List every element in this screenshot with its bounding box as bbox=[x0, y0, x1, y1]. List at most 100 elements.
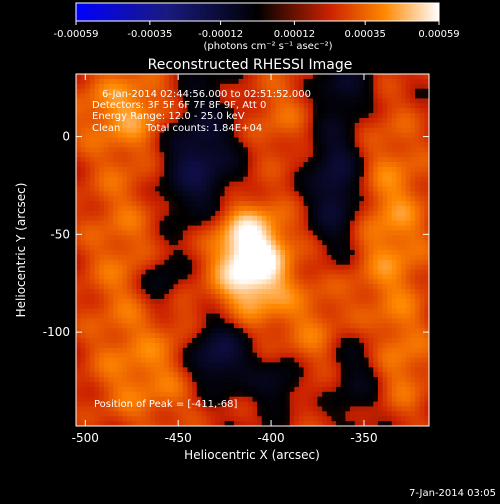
heatmap-cell bbox=[225, 338, 230, 344]
heatmap-cell bbox=[373, 89, 378, 95]
heatmap-cell bbox=[239, 240, 244, 246]
heatmap-cell bbox=[243, 397, 248, 403]
heatmap-cell bbox=[155, 177, 160, 183]
heatmap-cell bbox=[146, 172, 151, 178]
heatmap-cell bbox=[248, 338, 253, 344]
heatmap-cell bbox=[336, 343, 341, 349]
heatmap-cell bbox=[136, 377, 141, 383]
heatmap-cell bbox=[271, 142, 276, 148]
heatmap-cell bbox=[318, 221, 323, 227]
heatmap-cell bbox=[146, 255, 151, 261]
heatmap-cell bbox=[285, 118, 290, 124]
heatmap-cell bbox=[215, 304, 220, 310]
heatmap-cell bbox=[183, 250, 188, 256]
heatmap-cell bbox=[206, 211, 211, 217]
heatmap-cell bbox=[248, 240, 253, 246]
heatmap-cell bbox=[262, 323, 267, 329]
heatmap-cell bbox=[118, 142, 123, 148]
heatmap-cell bbox=[355, 226, 360, 232]
heatmap-cell bbox=[350, 186, 355, 192]
heatmap-cell bbox=[95, 157, 100, 163]
heatmap-cell bbox=[95, 138, 100, 144]
heatmap-cell bbox=[369, 211, 374, 217]
heatmap-cell bbox=[332, 128, 337, 134]
heatmap-cell bbox=[341, 157, 346, 163]
heatmap-cell bbox=[174, 274, 179, 280]
heatmap-cell bbox=[211, 367, 216, 373]
heatmap-cell bbox=[174, 392, 179, 398]
heatmap-cell bbox=[383, 103, 388, 109]
heatmap-cell bbox=[369, 362, 374, 368]
heatmap-cell bbox=[141, 196, 146, 202]
heatmap-cell bbox=[90, 343, 95, 349]
heatmap-cell bbox=[345, 255, 350, 261]
heatmap-cell bbox=[155, 411, 160, 417]
heatmap-cell bbox=[81, 172, 86, 178]
heatmap-cell bbox=[169, 235, 174, 241]
heatmap-cell bbox=[234, 377, 239, 383]
heatmap-cell bbox=[155, 265, 160, 271]
heatmap-cell bbox=[211, 245, 216, 251]
heatmap-cell bbox=[345, 279, 350, 285]
heatmap-cell bbox=[304, 402, 309, 408]
heatmap-cell bbox=[345, 182, 350, 188]
heatmap-cell bbox=[248, 294, 253, 300]
heatmap-cell bbox=[211, 377, 216, 383]
heatmap-cell bbox=[262, 245, 267, 251]
heatmap-cell bbox=[229, 314, 234, 320]
heatmap-cell bbox=[220, 177, 225, 183]
heatmap-cell bbox=[178, 235, 183, 241]
heatmap-cell bbox=[369, 177, 374, 183]
heatmap-cell bbox=[392, 172, 397, 178]
heatmap-cell bbox=[178, 270, 183, 276]
heatmap-cell bbox=[243, 348, 248, 354]
heatmap-cell bbox=[336, 279, 341, 285]
heatmap-cell bbox=[345, 411, 350, 417]
heatmap-cell bbox=[211, 358, 216, 364]
heatmap-cell bbox=[397, 89, 402, 95]
heatmap-cell bbox=[122, 172, 127, 178]
heatmap-cell bbox=[136, 333, 141, 339]
heatmap-cell bbox=[313, 138, 318, 144]
heatmap-cell bbox=[327, 230, 332, 236]
heatmap-cell bbox=[225, 328, 230, 334]
heatmap-cell bbox=[220, 157, 225, 163]
heatmap-cell bbox=[299, 216, 304, 222]
heatmap-cell bbox=[392, 133, 397, 139]
heatmap-cell bbox=[183, 333, 188, 339]
heatmap-cell bbox=[85, 216, 90, 222]
heatmap-cell bbox=[118, 323, 123, 329]
heatmap-cell bbox=[313, 265, 318, 271]
heatmap-cell bbox=[160, 167, 165, 173]
heatmap-cell bbox=[141, 343, 146, 349]
heatmap-cell bbox=[90, 216, 95, 222]
heatmap-cell bbox=[192, 333, 197, 339]
heatmap-cell bbox=[280, 167, 285, 173]
heatmap-cell bbox=[188, 392, 193, 398]
heatmap-cell bbox=[136, 128, 141, 134]
heatmap-cell bbox=[81, 304, 86, 310]
heatmap-cell bbox=[132, 294, 137, 300]
heatmap-cell bbox=[76, 406, 81, 412]
heatmap-cell bbox=[262, 392, 267, 398]
heatmap-cell bbox=[99, 279, 104, 285]
heatmap-cell bbox=[76, 338, 81, 344]
heatmap-cell bbox=[336, 94, 341, 100]
heatmap-cell bbox=[257, 353, 262, 359]
heatmap-cell bbox=[160, 230, 165, 236]
heatmap-cell bbox=[127, 304, 132, 310]
heatmap-cell bbox=[113, 235, 118, 241]
heatmap-cell bbox=[211, 157, 216, 163]
heatmap-cell bbox=[122, 411, 127, 417]
heatmap-cell bbox=[369, 333, 374, 339]
heatmap-cell bbox=[322, 186, 327, 192]
heatmap-cell bbox=[127, 343, 132, 349]
heatmap-cell bbox=[392, 392, 397, 398]
heatmap-cell bbox=[392, 250, 397, 256]
heatmap-cell bbox=[197, 182, 202, 188]
heatmap-cell bbox=[183, 206, 188, 212]
heatmap-cell bbox=[99, 377, 104, 383]
heatmap-cell bbox=[262, 274, 267, 280]
heatmap-cell bbox=[341, 260, 346, 266]
heatmap-cell bbox=[109, 226, 114, 232]
